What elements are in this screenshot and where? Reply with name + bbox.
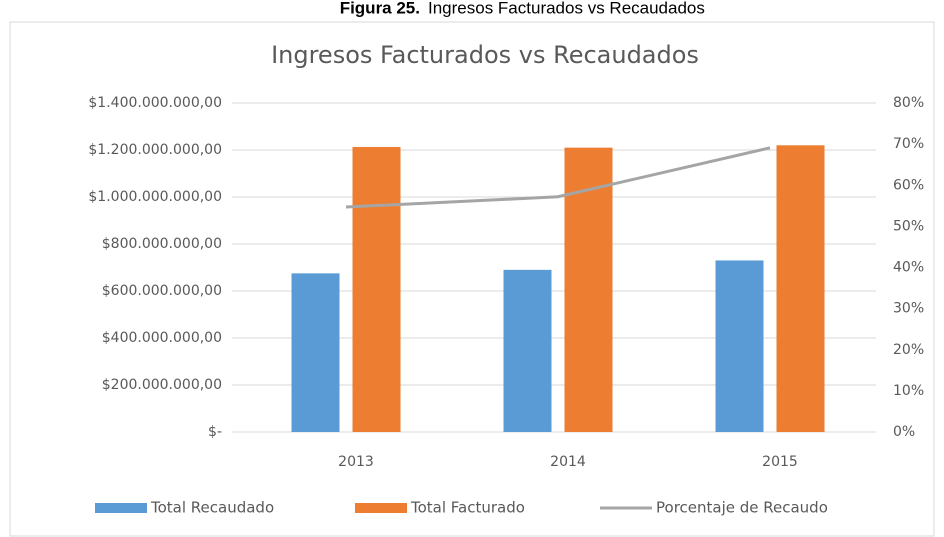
legend-label: Porcentaje de Recaudo — [656, 499, 828, 517]
caption-text: Ingresos Facturados vs Recaudados — [428, 0, 705, 17]
x-tick-label: 2014 — [550, 454, 586, 470]
legend-label: Total Recaudado — [150, 499, 274, 517]
x-tick-label: 2015 — [762, 454, 798, 470]
bar — [564, 147, 613, 432]
x-tick-label: 2013 — [338, 454, 374, 470]
bar — [715, 260, 764, 432]
y-tick-label: $200.000.000,00 — [102, 377, 222, 393]
y2-tick-label: 10% — [893, 383, 924, 399]
y2-tick-label: 40% — [893, 260, 924, 276]
legend-label: Total Facturado — [410, 499, 525, 517]
y-tick-label: $800.000.000,00 — [102, 236, 222, 252]
y2-tick-label: 20% — [893, 342, 924, 358]
bar — [776, 145, 825, 433]
y2-tick-label: 60% — [893, 177, 924, 193]
chart-frame — [9, 21, 935, 537]
y2-tick-label: 70% — [893, 136, 924, 152]
y2-tick-label: 50% — [893, 218, 924, 234]
y-tick-label: $600.000.000,00 — [102, 283, 222, 299]
line-series — [345, 146, 771, 209]
bar — [503, 269, 552, 432]
y-tick-label: $1.200.000.000,00 — [88, 142, 222, 158]
chart-title: Ingresos Facturados vs Recaudados — [271, 41, 699, 69]
y2-tick-label: 80% — [893, 95, 924, 111]
y-tick-label: $- — [208, 424, 222, 440]
legend-swatch — [355, 503, 407, 513]
y-tick-label: $1.400.000.000,00 — [88, 95, 222, 111]
caption-label: Figura 25. — [340, 0, 420, 17]
y2-tick-label: 30% — [893, 301, 924, 317]
bar — [291, 273, 340, 432]
y-tick-label: $1.000.000.000,00 — [88, 189, 222, 205]
bar — [352, 146, 401, 432]
y2-tick-label: 0% — [893, 424, 915, 440]
legend-swatch — [95, 503, 147, 513]
y-tick-label: $400.000.000,00 — [102, 330, 222, 346]
